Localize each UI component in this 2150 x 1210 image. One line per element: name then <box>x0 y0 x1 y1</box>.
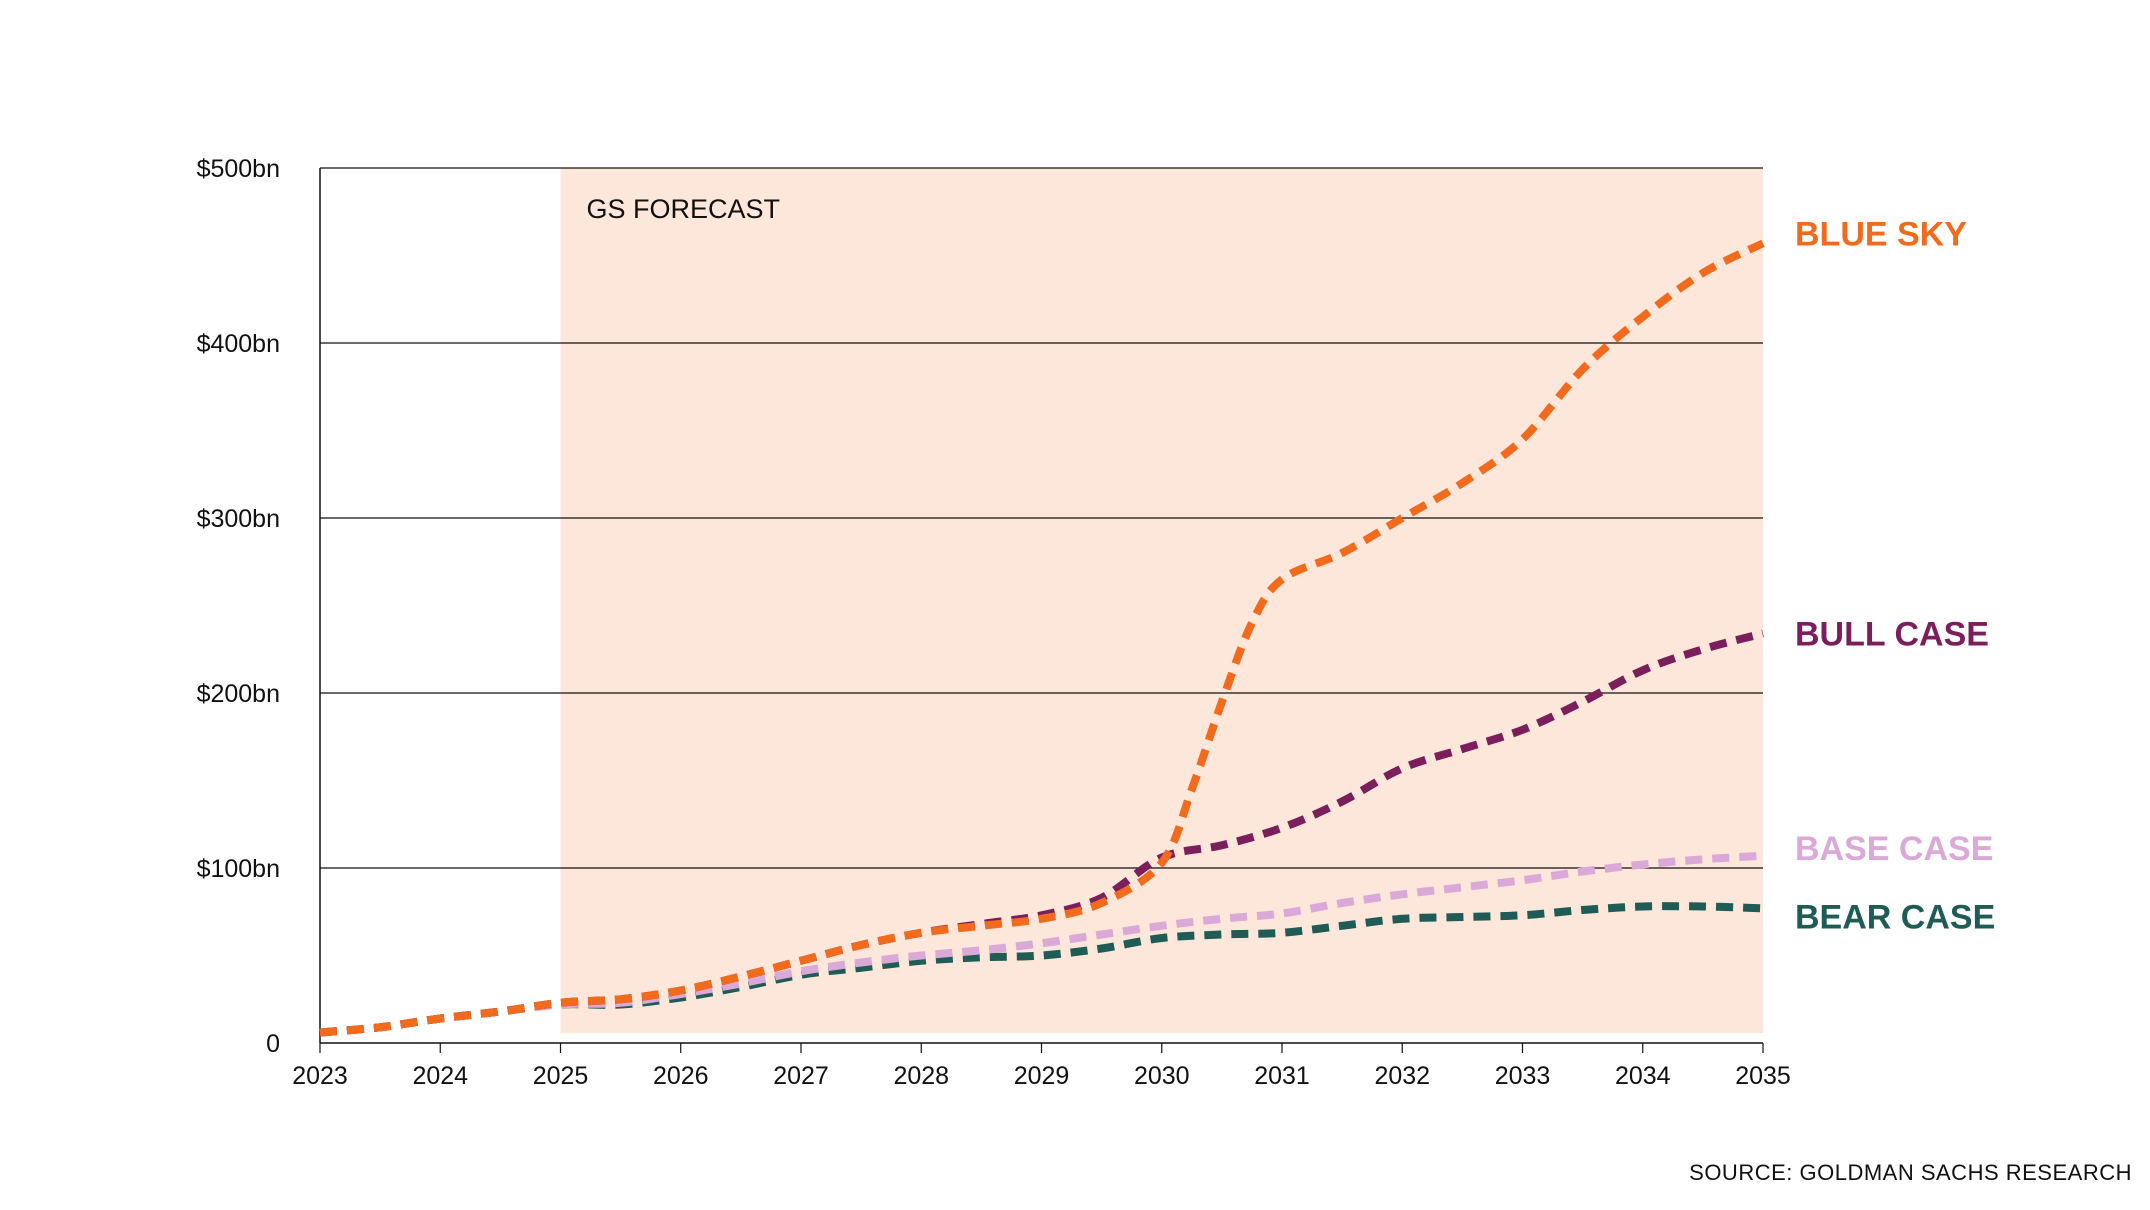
series-lines <box>319 239 1765 1037</box>
x-tick-label: 2032 <box>1374 1062 1430 1090</box>
forecast-band <box>560 168 1763 1033</box>
series-labels: BEAR CASE BASE CASE BULL CASE BLUE SKY <box>1795 215 1995 936</box>
y-tick-label: $200bn <box>197 680 280 708</box>
y-tick-label: $400bn <box>197 330 280 358</box>
series-label-bear-case: BEAR CASE <box>1795 898 1995 936</box>
gridlines <box>320 167 1763 869</box>
series-line-blue-sky <box>319 239 1765 1037</box>
x-tick-label: 2035 <box>1735 1062 1791 1090</box>
series-label-bull-case: BULL CASE <box>1795 616 1989 654</box>
x-tick-label: 2031 <box>1254 1062 1310 1090</box>
x-tick-label: 2034 <box>1615 1062 1671 1090</box>
series-label-blue-sky: BLUE SKY <box>1795 215 1967 253</box>
x-axis-ticks: 2023 2024 2025 2026 2027 2028 2029 2030 2031 2032… <box>292 1043 1791 1090</box>
series-label-base-case: BASE CASE <box>1795 830 1993 868</box>
x-tick-label: 2025 <box>533 1062 589 1090</box>
forecast-band-label: GS FORECAST <box>587 194 781 224</box>
x-tick-label: 2033 <box>1495 1062 1551 1090</box>
y-tick-label: $100bn <box>197 855 280 883</box>
x-tick-label: 2028 <box>893 1062 949 1090</box>
x-tick-label: 2027 <box>773 1062 829 1090</box>
x-tick-label: 2023 <box>292 1062 348 1090</box>
y-axis-ticks: 0 $100bn $200bn $300bn $400bn $500bn <box>197 155 280 1058</box>
x-tick-label: 2030 <box>1134 1062 1190 1090</box>
x-tick-label: 2029 <box>1014 1062 1070 1090</box>
y-tick-label: $300bn <box>197 505 280 533</box>
x-tick-label: 2026 <box>653 1062 709 1090</box>
x-tick-label: 2024 <box>412 1062 468 1090</box>
y-tick-label: $500bn <box>197 155 280 183</box>
source-note: SOURCE: GOLDMAN SACHS RESEARCH <box>1689 1160 2132 1185</box>
y-tick-label: 0 <box>266 1030 280 1058</box>
